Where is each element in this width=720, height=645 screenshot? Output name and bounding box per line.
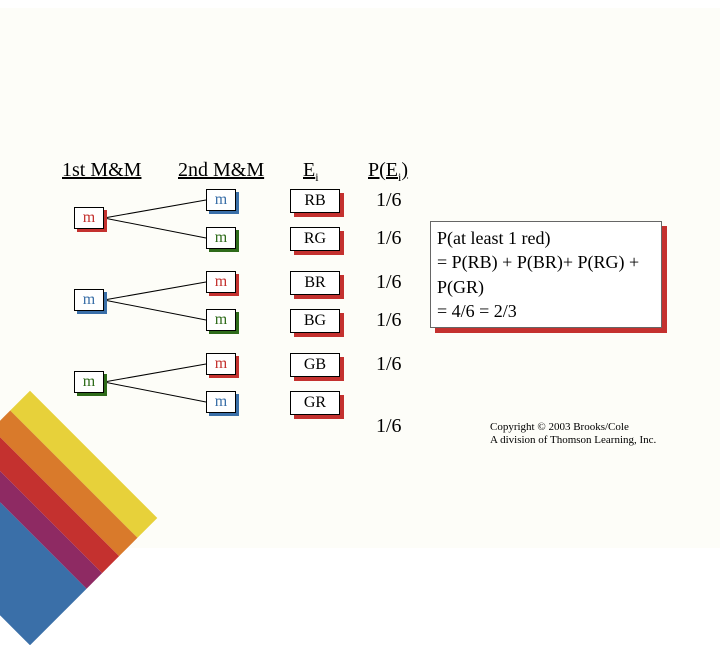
probability-value: 1/6	[376, 415, 402, 438]
probability-value: 1/6	[376, 309, 402, 332]
diagram-area: 1st M&M2nd M&MEiP(Ei)mmmmmmmmmRBRGBRBGGB…	[0, 159, 720, 479]
event-box: RB	[290, 189, 340, 213]
second-mm-box: m	[206, 227, 236, 249]
calculation-box: P(at least 1 red)= P(RB) + P(BR)+ P(RG) …	[430, 221, 662, 328]
column-header: 1st M&M	[62, 159, 141, 182]
copyright-text: Copyright © 2003 Brooks/ColeA division o…	[490, 421, 656, 447]
event-box: BR	[290, 271, 340, 295]
second-mm-box: m	[206, 271, 236, 293]
probability-value: 1/6	[376, 271, 402, 294]
calc-line: P(at least 1 red)	[437, 226, 655, 250]
column-header: Ei	[303, 159, 319, 185]
probability-value: 1/6	[376, 189, 402, 212]
second-mm-box: m	[206, 189, 236, 211]
event-box: GB	[290, 353, 340, 377]
column-header: 2nd M&M	[178, 159, 264, 182]
second-mm-box: m	[206, 309, 236, 331]
column-header: P(Ei)	[368, 159, 408, 185]
calc-line: = 4/6 = 2/3	[437, 299, 655, 323]
calc-line: = P(RB) + P(BR)+ P(RG) + P(GR)	[437, 250, 655, 299]
first-mm-box: m	[74, 371, 104, 393]
second-mm-box: m	[206, 391, 236, 413]
event-box: BG	[290, 309, 340, 333]
first-mm-box: m	[74, 207, 104, 229]
second-mm-box: m	[206, 353, 236, 375]
probability-value: 1/6	[376, 227, 402, 250]
probability-value: 1/6	[376, 353, 402, 376]
event-box: GR	[290, 391, 340, 415]
event-box: RG	[290, 227, 340, 251]
first-mm-box: m	[74, 289, 104, 311]
